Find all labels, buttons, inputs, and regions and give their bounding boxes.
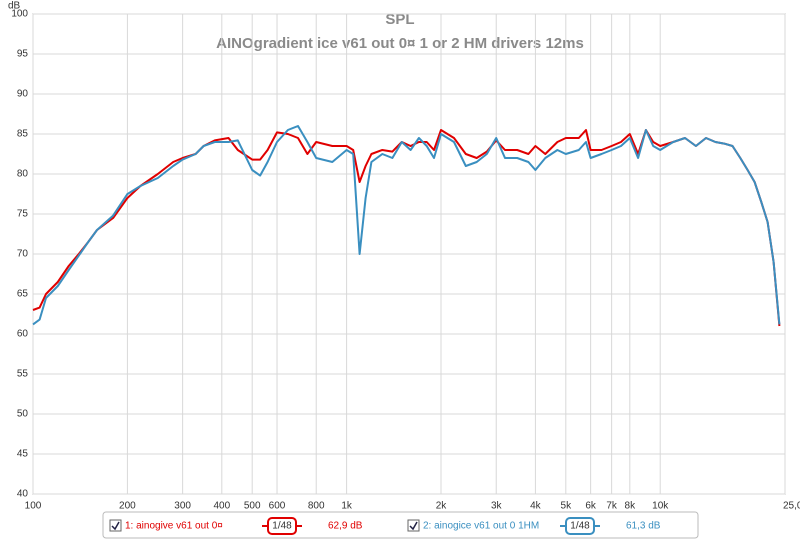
y-tick-label: 40 [17, 489, 29, 500]
legend-label: 1: ainogive v61 out 0¤ [125, 521, 223, 532]
series-line [32, 125, 781, 326]
y-tick-label: 80 [17, 169, 29, 180]
x-tick-label: 200 [119, 501, 136, 512]
legend-label: 2: ainogice v61 out 0 1HM [423, 521, 539, 532]
x-tick-label: 10k [652, 501, 669, 512]
x-tick-label: 7k [606, 501, 618, 512]
legend-level: 62,9 dB [328, 521, 363, 532]
legend-smoothing-box [267, 517, 297, 535]
y-tick-label: 70 [17, 249, 29, 260]
legend-checkbox [407, 519, 420, 532]
legend-level: 61,3 dB [626, 521, 661, 532]
x-tick-label: 4k [530, 501, 542, 512]
x-tick-label: 3k [491, 501, 503, 512]
x-tick-label: 500 [244, 501, 261, 512]
y-tick-label: 55 [17, 369, 29, 380]
y-tick-label: 60 [17, 329, 29, 340]
legend-smoothing: 1/48 [570, 521, 590, 532]
chart-subtitle: AINOgradient ice v61 out 0¤ 1 or 2 HM dr… [216, 35, 584, 52]
x-tick-label: 5k [561, 501, 573, 512]
x-tick-label: 2k [436, 501, 448, 512]
x-tick-label: 25,0k Hz [783, 501, 800, 512]
x-tick-label: 600 [269, 501, 286, 512]
y-tick-label: 50 [17, 409, 29, 420]
legend-smoothing-box [565, 517, 595, 535]
y-tick-label: 65 [17, 289, 29, 300]
y-tick-label: 100 [11, 9, 28, 20]
legend-checkbox [109, 519, 122, 532]
y-axis-label: dB [8, 1, 21, 12]
y-tick-label: 75 [17, 209, 29, 220]
legend-smoothing: 1/48 [272, 521, 292, 532]
y-tick-label: 90 [17, 89, 29, 100]
y-tick-label: 85 [17, 129, 29, 140]
x-tick-label: 400 [213, 501, 230, 512]
series-line [32, 129, 781, 327]
y-tick-label: 95 [17, 49, 29, 60]
x-tick-label: 8k [625, 501, 637, 512]
x-tick-label: 300 [174, 501, 191, 512]
x-tick-label: 100 [25, 501, 42, 512]
legend-check [111, 521, 120, 531]
chart-title: SPL [385, 11, 414, 28]
legend-box [102, 511, 699, 539]
x-tick-label: 6k [585, 501, 597, 512]
x-tick-label: 1k [341, 501, 353, 512]
y-tick-label: 45 [17, 449, 29, 460]
x-tick-label: 800 [308, 501, 325, 512]
legend-check [409, 521, 418, 531]
